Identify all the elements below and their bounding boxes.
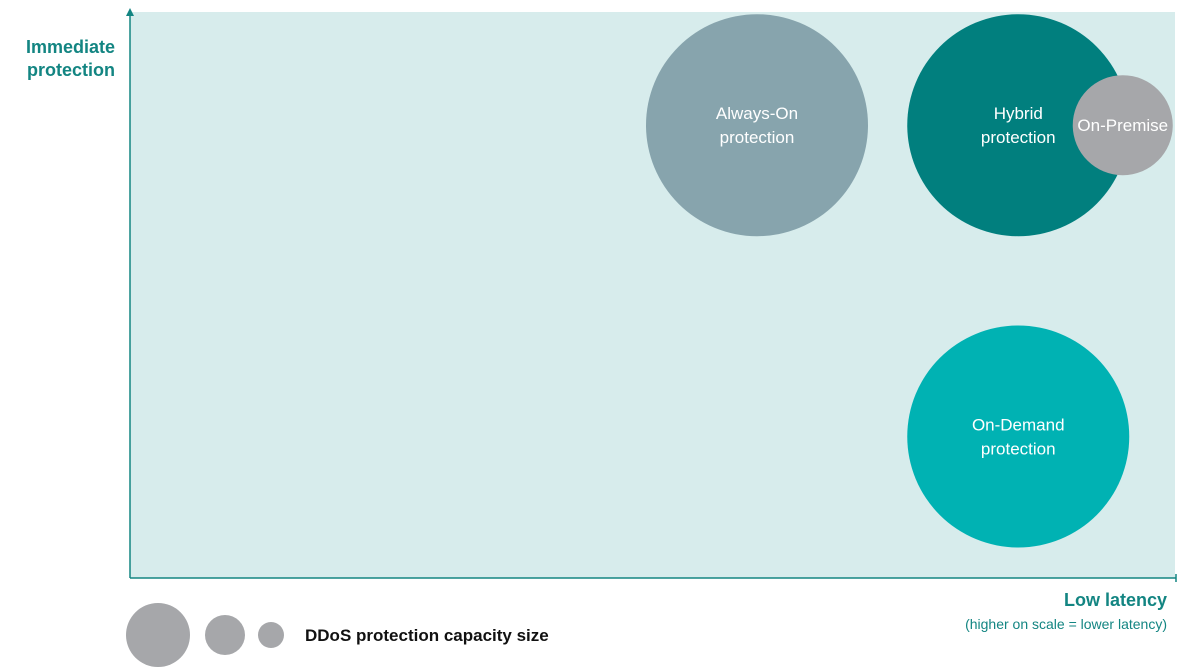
bubble-on-premise xyxy=(1072,75,1173,176)
bubble-on-demand-protection xyxy=(907,325,1130,548)
bubble-label-hybrid-protection: Hybrid protection xyxy=(981,104,1056,147)
bubble-always-on-protection xyxy=(646,14,868,237)
x-axis-sublabel: (higher on scale = lower latency) xyxy=(965,616,1167,632)
bubble-hybrid-protection xyxy=(907,14,1130,237)
legend-label: DDoS protection capacity size xyxy=(305,626,549,645)
legend-circle-size-3 xyxy=(126,603,190,667)
bubble-label-on-demand-protection: On-Demand protection xyxy=(972,416,1065,459)
bubble-label-always-on-protection: Always-On protection xyxy=(716,104,798,147)
y-axis-label: Immediate protection xyxy=(25,37,115,80)
legend-circle-size-1 xyxy=(258,622,284,648)
legend-circle-size-2 xyxy=(205,615,245,655)
y-axis-arrow xyxy=(126,8,134,16)
bubble-label-on-premise: On-Premise xyxy=(1077,116,1168,135)
x-axis-label: Low latency xyxy=(1063,590,1167,610)
